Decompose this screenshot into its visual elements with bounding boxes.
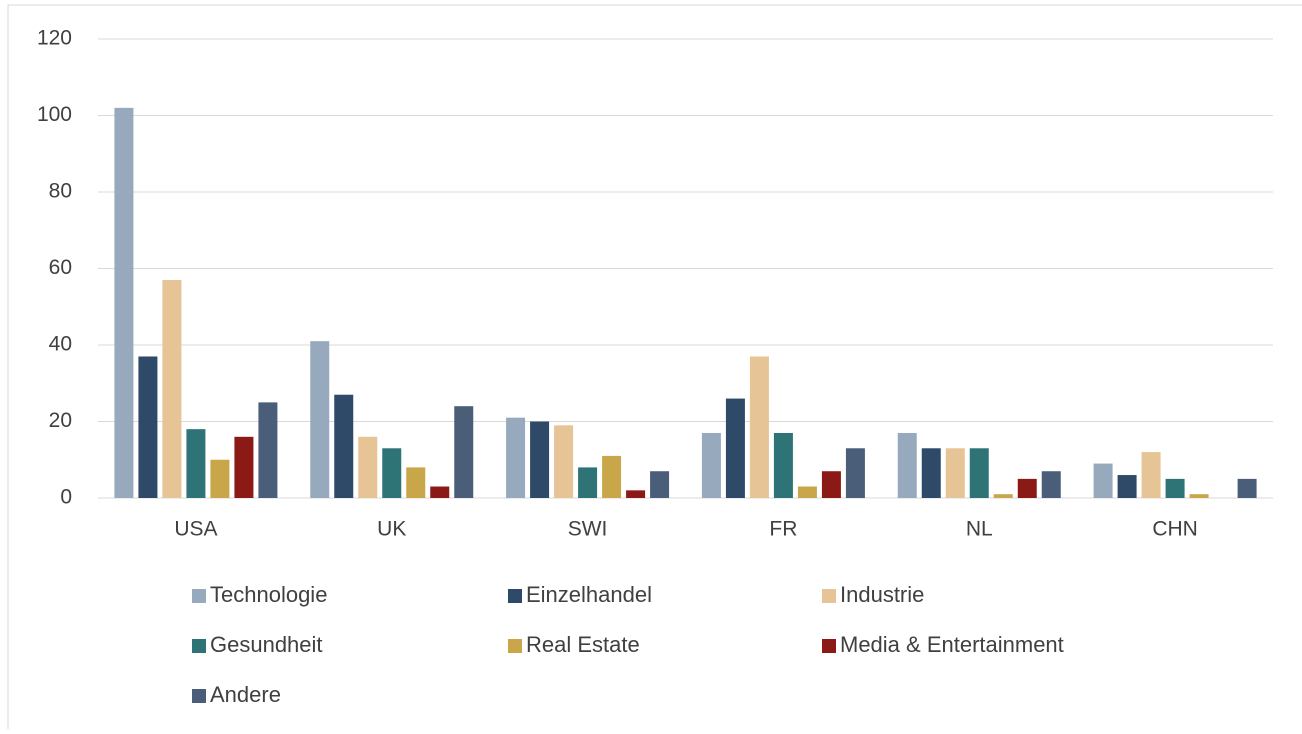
bar — [334, 394, 354, 498]
bar — [554, 425, 574, 498]
x-tick-label: NL — [966, 518, 993, 541]
legend-swatch — [508, 639, 522, 653]
x-tick-label: USA — [174, 518, 217, 541]
bar — [530, 421, 550, 498]
bar — [821, 471, 841, 498]
bar — [993, 494, 1013, 498]
y-tick-label: 100 — [37, 103, 72, 126]
legend-label: Real Estate — [526, 632, 640, 657]
bar — [701, 432, 721, 498]
bar — [1189, 494, 1209, 498]
bar — [382, 448, 402, 498]
legend-label: Media & Entertainment — [840, 632, 1064, 657]
legend-swatch — [822, 589, 836, 603]
bar — [454, 406, 474, 498]
bar — [1165, 478, 1185, 498]
legend-swatch — [192, 639, 206, 653]
x-tick-label: UK — [377, 518, 406, 541]
bar — [897, 432, 917, 498]
bar — [310, 341, 330, 498]
x-tick-label: FR — [769, 518, 797, 541]
bar — [358, 436, 378, 498]
bar — [210, 459, 230, 498]
bar — [1017, 478, 1037, 498]
x-tick-label: CHN — [1152, 518, 1198, 541]
bar — [430, 486, 450, 498]
y-tick-label: 0 — [60, 486, 72, 509]
bar — [506, 417, 526, 498]
legend-label: Technologie — [210, 582, 327, 607]
bar — [845, 448, 865, 498]
legend-swatch — [508, 589, 522, 603]
bar — [602, 455, 622, 498]
y-tick-label: 40 — [49, 333, 72, 356]
y-tick-label: 20 — [49, 409, 72, 432]
bar — [626, 490, 646, 498]
bar — [114, 107, 134, 498]
legend-swatch — [822, 639, 836, 653]
x-tick-label: SWI — [568, 518, 608, 541]
bar — [406, 467, 426, 498]
legend-swatch — [192, 589, 206, 603]
y-tick-label: 120 — [37, 27, 72, 50]
bar — [1041, 471, 1061, 498]
legend-label: Industrie — [840, 582, 924, 607]
bar — [578, 467, 598, 498]
legend-label: Einzelhandel — [526, 582, 652, 607]
bar — [773, 432, 793, 498]
bar — [1237, 478, 1257, 498]
bar — [725, 398, 745, 498]
bar — [138, 356, 158, 498]
bar — [234, 436, 254, 498]
bar — [969, 448, 989, 498]
bar — [186, 429, 206, 498]
bar — [1141, 452, 1161, 498]
bar — [749, 356, 769, 498]
bar — [945, 448, 965, 498]
chart-frame — [7, 4, 1302, 729]
bar — [921, 448, 941, 498]
legend-swatch — [192, 689, 206, 703]
legend-label: Gesundheit — [210, 632, 323, 657]
bar — [650, 471, 670, 498]
y-tick-label: 60 — [49, 256, 72, 279]
bar — [1093, 463, 1113, 498]
bar — [1117, 475, 1137, 498]
y-tick-label: 80 — [49, 180, 72, 203]
bar — [162, 279, 182, 498]
bar — [797, 486, 817, 498]
bar — [258, 402, 278, 498]
legend-label: Andere — [210, 682, 281, 707]
